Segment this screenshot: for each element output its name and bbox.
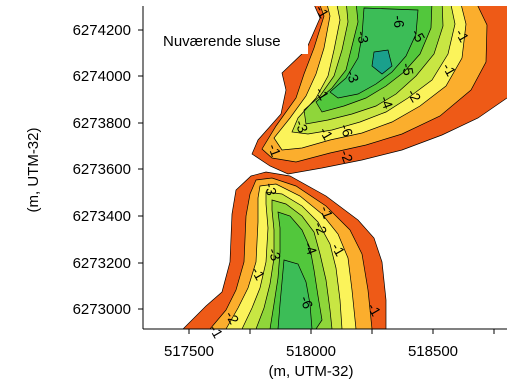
south-band-6 [278, 260, 312, 329]
annotation-text: Nuværende sluse [163, 33, 281, 50]
north-deep-pool [372, 50, 392, 74]
y-tick-label: 6273000 [73, 301, 131, 318]
contour-line-n3 [291, 6, 456, 135]
contour-line-s4 [255, 199, 333, 329]
contour-label: -6 [390, 15, 407, 29]
contour-label: -4 [301, 240, 320, 257]
contour-line-s0 [182, 171, 387, 329]
y-axis-title: (m, UTM-32) [25, 128, 42, 213]
contour-line-s2 [225, 183, 357, 329]
contour-label: -3 [262, 182, 280, 197]
y-tick-label: 6274000 [73, 68, 131, 85]
contour-label: -3 [265, 246, 284, 263]
contour-label: -6 [337, 122, 356, 139]
contour-line-n5 [315, 6, 433, 113]
contour-label: -2 [311, 220, 330, 237]
contour-label: -6 [297, 294, 316, 311]
contour-line-s1 [209, 177, 373, 329]
contour-line-n1 [261, 6, 488, 163]
contour-line-n4 [303, 6, 444, 125]
contour-label: -1 [317, 204, 336, 221]
contour-fill-layer [183, 6, 507, 329]
y-tick-label: 6273600 [73, 161, 131, 178]
x-tick-label: 518500 [408, 343, 458, 360]
y-tick-label: 6273800 [73, 115, 131, 132]
south-basin [183, 172, 386, 329]
x-axis-title: (m, UTM-32) [269, 363, 354, 380]
contour-lines [182, 6, 507, 329]
contour-line-n0 [251, 6, 507, 175]
y-tick-label: 6274200 [73, 22, 131, 39]
annotation-background [156, 26, 308, 54]
contour-label: -3 [292, 118, 311, 135]
y-tick-label: 6273200 [73, 255, 131, 272]
contour-label: -3 [343, 68, 362, 85]
x-tick-label: 517500 [164, 343, 214, 360]
contour-label: -5 [399, 62, 417, 77]
contour-label: -3 [354, 30, 372, 45]
contour-label: -1 [265, 142, 284, 159]
x-axis: 517500 518000 518500 [164, 329, 495, 360]
y-axis: 6274200 6274000 6273800 6273600 6273400 … [73, 22, 143, 318]
contour-line-n6 [329, 7, 419, 99]
contour-label: -4 [377, 94, 396, 111]
contour-line-s3 [241, 191, 343, 329]
y-tick-label: 6273400 [73, 208, 131, 225]
contour-label: -2 [337, 148, 356, 165]
x-tick-label: 518000 [286, 343, 336, 360]
contour-line-s6 [277, 259, 313, 329]
contour-line-n2 [273, 6, 467, 151]
contour-line-s5 [269, 211, 323, 329]
contour-line-n7 [371, 49, 393, 75]
